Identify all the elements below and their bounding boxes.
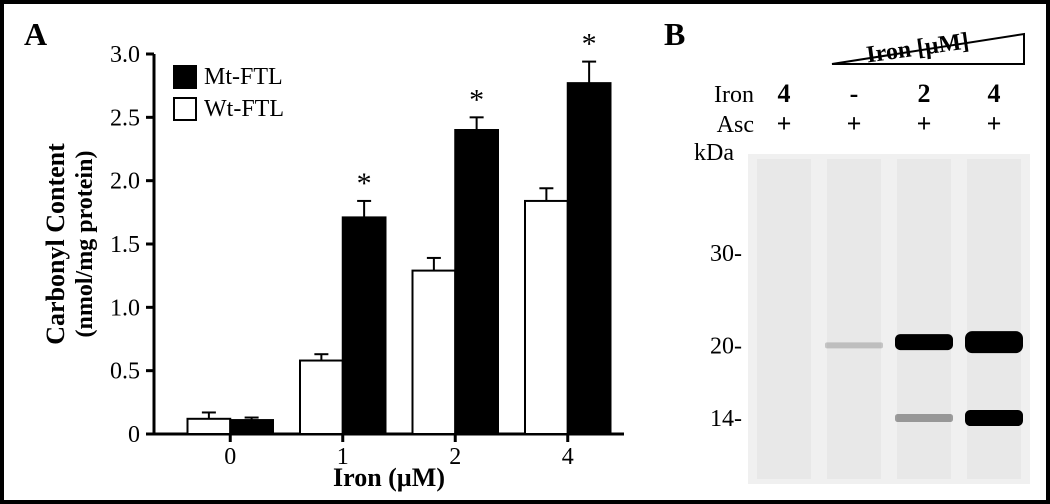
x-tick-label: 4 xyxy=(562,444,574,470)
bar-Wt-FTL-0 xyxy=(188,419,231,434)
lane-asc-value: + xyxy=(917,109,932,138)
bar-Wt-FTL-2 xyxy=(413,271,456,434)
y-tick-label: 2.5 xyxy=(110,105,140,131)
legend-swatch xyxy=(174,98,196,120)
blot-band xyxy=(965,331,1023,353)
blot-band xyxy=(895,414,953,422)
bar-Wt-FTL-4 xyxy=(525,201,568,434)
lane-iron-value: 4 xyxy=(988,79,1001,108)
panel-a: A 00.51.01.52.02.53.00124 *** Mt-FTLWt-F… xyxy=(24,14,644,494)
bar-Mt-FTL-1 xyxy=(343,217,386,434)
x-axis-title: Iron (µM) xyxy=(333,463,445,492)
sig-marker: * xyxy=(357,167,372,200)
lane-background xyxy=(757,159,811,479)
lane-background xyxy=(967,159,1021,479)
blot-band xyxy=(825,342,883,348)
bar-Mt-FTL-2 xyxy=(455,130,498,434)
y-tick-label: 1.0 xyxy=(110,295,140,321)
lane-background xyxy=(827,159,881,479)
panel-a-chart: 00.51.01.52.02.53.00124 *** Mt-FTLWt-FTL… xyxy=(24,14,644,494)
blot-band xyxy=(965,410,1023,426)
lane-iron-value: 2 xyxy=(918,79,931,108)
marker-header: kDa xyxy=(694,140,734,166)
y-tick-label: 0.5 xyxy=(110,359,140,385)
marker-label: 20- xyxy=(710,333,742,359)
y-tick-label: 2.0 xyxy=(110,169,140,195)
gradient-label: Iron [µM] xyxy=(865,28,971,68)
lane-iron-value: - xyxy=(850,79,859,108)
y-axis-title-1: Carbonyl Content xyxy=(41,143,70,345)
lane-asc-value: + xyxy=(777,109,792,138)
blot-row-label: Asc xyxy=(717,112,754,138)
bar-Wt-FTL-1 xyxy=(300,361,343,434)
y-tick-label: 3.0 xyxy=(110,42,140,68)
lane-iron-value: 4 xyxy=(778,79,791,108)
y-axis-title-2: (nmol/mg protein) xyxy=(72,151,98,338)
blot-row-label: Iron xyxy=(714,82,754,108)
bar-Mt-FTL-0 xyxy=(230,420,273,434)
bar-Mt-FTL-4 xyxy=(568,83,611,434)
legend-swatch xyxy=(174,66,196,88)
legend-label: Wt-FTL xyxy=(204,96,284,122)
y-tick-label: 0 xyxy=(128,422,140,448)
figure-frame: A 00.51.01.52.02.53.00124 *** Mt-FTLWt-F… xyxy=(0,0,1050,504)
x-tick-label: 0 xyxy=(224,444,236,470)
blot-band xyxy=(895,334,953,350)
x-tick-label: 2 xyxy=(449,444,461,470)
y-tick-label: 1.5 xyxy=(110,232,140,258)
lane-asc-value: + xyxy=(987,109,1002,138)
sig-marker: * xyxy=(582,28,597,61)
panel-b: B Iron [µM]IronAsc4+-+2+4+kDa 30-20-14- xyxy=(664,14,1044,494)
lane-asc-value: + xyxy=(847,109,862,138)
lane-background xyxy=(897,159,951,479)
marker-label: 14- xyxy=(710,406,742,432)
legend-label: Mt-FTL xyxy=(204,64,283,90)
panel-b-blot: Iron [µM]IronAsc4+-+2+4+kDa 30-20-14- xyxy=(664,14,1044,494)
sig-marker: * xyxy=(469,83,484,116)
marker-label: 30- xyxy=(710,241,742,267)
